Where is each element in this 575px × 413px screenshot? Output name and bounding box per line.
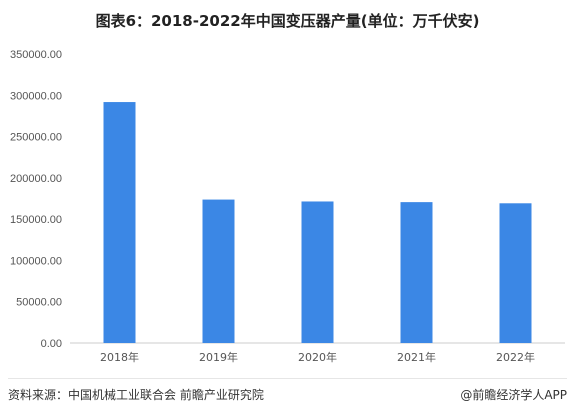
chart-title: 图表6：2018-2022年中国变压器产量(单位：万千伏安) <box>95 12 480 30</box>
y-tick-label: 200000.00 <box>10 173 62 185</box>
source-note: 资料来源：中国机械工业联合会 前瞻产业研究院 <box>8 388 264 402</box>
x-tick-label: 2022年 <box>496 350 535 364</box>
brand-mark: @前瞻经济学人APP <box>460 388 567 402</box>
y-tick-label: 250000.00 <box>10 132 62 144</box>
x-tick-label: 2018年 <box>100 350 139 364</box>
x-tick-label: 2020年 <box>298 350 337 364</box>
y-tick-label: 150000.00 <box>10 214 62 226</box>
y-tick-label: 50000.00 <box>16 297 62 309</box>
x-tick-label: 2021年 <box>397 350 436 364</box>
y-tick-label: 0.00 <box>41 338 62 350</box>
y-tick-label: 350000.00 <box>10 49 62 61</box>
bar <box>301 201 334 343</box>
bar <box>103 102 136 343</box>
y-tick-label: 100000.00 <box>10 255 62 267</box>
footer-divider <box>8 378 567 379</box>
bar <box>499 203 532 343</box>
x-tick-label: 2019年 <box>199 350 238 364</box>
bar <box>400 202 433 343</box>
y-tick-label: 300000.00 <box>10 90 62 102</box>
bar <box>202 199 235 343</box>
